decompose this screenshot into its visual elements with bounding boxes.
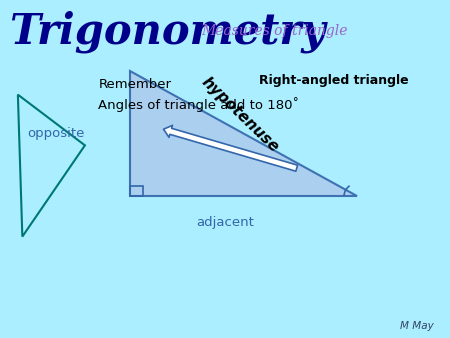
Text: Measures of triangle: Measures of triangle [201,24,347,38]
Text: opposite: opposite [27,127,84,140]
Text: Remember
Angles of triangle add to 180˚: Remember Angles of triangle add to 180˚ [98,78,299,112]
Text: M May: M May [400,321,433,331]
Text: Trigonometry: Trigonometry [9,10,325,53]
Text: adjacent: adjacent [197,216,255,229]
Text: hypotenuse: hypotenuse [198,74,281,155]
Text: Right-angled triangle: Right-angled triangle [259,74,409,87]
Polygon shape [130,71,357,196]
